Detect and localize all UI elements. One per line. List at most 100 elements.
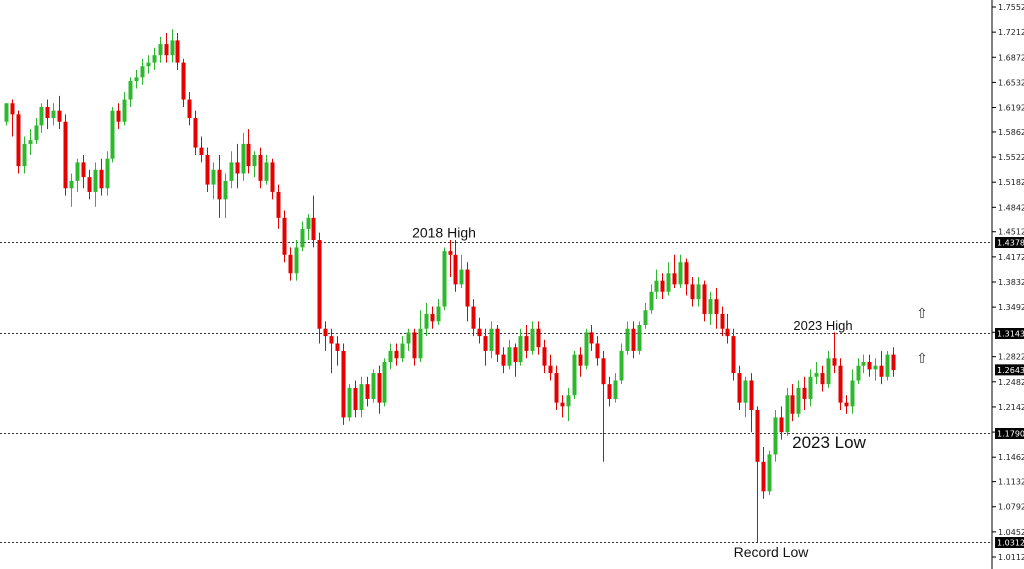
candle-body: [116, 110, 121, 122]
candle-body: [589, 332, 594, 344]
candle-body: [660, 280, 665, 292]
candle-body: [170, 40, 175, 56]
y-tick-label: 1.38320: [998, 278, 1024, 287]
candle-body: [388, 350, 393, 362]
candle-body: [619, 350, 624, 381]
candle-body: [548, 365, 553, 374]
candle-body: [637, 325, 642, 351]
candle-body: [767, 454, 772, 492]
candle-body: [560, 402, 565, 407]
candle-body: [465, 269, 470, 307]
candle-body: [448, 251, 453, 255]
candle-body: [790, 395, 795, 414]
candle-body: [838, 365, 843, 403]
candle-body: [175, 40, 180, 63]
candle-body: [317, 240, 322, 329]
candle-body: [300, 228, 305, 248]
candle-body: [530, 328, 535, 351]
candle-body: [891, 354, 896, 371]
candle-body: [105, 158, 110, 189]
candle-body: [51, 110, 56, 119]
candle-body: [850, 380, 855, 407]
candle-body: [193, 118, 198, 148]
candle-body: [879, 365, 884, 377]
candle-body: [820, 373, 825, 385]
candle-body: [844, 402, 849, 407]
candle-body: [867, 361, 872, 370]
y-tick-label: 1.51820: [998, 178, 1024, 187]
y-tick-label: 1.48420: [998, 203, 1024, 212]
candle-body: [359, 384, 364, 411]
candle-body: [507, 347, 512, 366]
candle-body: [235, 162, 240, 174]
candle-body: [613, 380, 618, 399]
y-tick-label: 1.65320: [998, 78, 1024, 87]
annotation-label: 2023 High: [793, 318, 852, 333]
candle-body: [246, 143, 251, 167]
candle-body: [755, 410, 760, 462]
candle-body: [856, 365, 861, 381]
current-price-box: [995, 364, 1024, 376]
candle-body: [453, 254, 458, 285]
candle-body: [495, 328, 500, 355]
candle-body: [424, 313, 429, 329]
candle-body: [773, 417, 778, 455]
candle-body: [832, 358, 837, 366]
level-lines: [0, 242, 992, 543]
candle-body: [347, 387, 352, 418]
candle-body: [690, 284, 695, 300]
candle-body: [518, 336, 523, 362]
candle-body: [436, 306, 441, 322]
candle-body: [649, 291, 654, 311]
candle-body: [353, 387, 358, 411]
candle-body: [796, 387, 801, 414]
annotations: 2018 High 2023 High 2023 Low Record Low ⇧ ⇧: [412, 225, 928, 561]
candle-body: [418, 328, 423, 359]
candle-body: [861, 361, 866, 366]
candle-body: [684, 262, 689, 285]
candle-body: [140, 66, 145, 78]
candles: [4, 29, 896, 543]
up-arrow-icon: ⇧: [916, 351, 928, 367]
level-label-box: [995, 537, 1024, 548]
y-tick-label: 1.41720: [998, 253, 1024, 262]
y-tick-label: 1.45120: [998, 228, 1024, 237]
candle-body: [483, 336, 488, 351]
candle-body: [288, 254, 293, 274]
candle-body: [311, 217, 316, 241]
candle-body: [584, 332, 589, 366]
candle-body: [406, 332, 411, 344]
candle-body: [63, 121, 68, 189]
candle-body: [554, 373, 559, 403]
candle-body: [306, 217, 311, 229]
candle-body: [625, 328, 630, 351]
candle-body: [93, 169, 98, 192]
candle-body: [513, 347, 518, 362]
candle-body: [211, 169, 216, 185]
candle-body: [714, 299, 719, 314]
candle-body: [672, 273, 677, 285]
level-label-box: [995, 428, 1024, 439]
level-label: 1.03126: [997, 539, 1024, 548]
candle-body: [329, 336, 334, 344]
candle-body: [601, 358, 606, 385]
candle-body: [779, 417, 784, 433]
candle-body: [731, 336, 736, 374]
annotation-label: 2023 Low: [792, 433, 866, 452]
candle-body: [459, 269, 464, 285]
candle-body: [223, 180, 228, 200]
candle-body: [524, 336, 529, 351]
y-tick-label: 1.14620: [998, 453, 1024, 462]
y-tick-label: 1.68720: [998, 53, 1024, 62]
candle-body: [578, 354, 583, 366]
candle-body: [643, 310, 648, 326]
level-label: 1.31435: [997, 330, 1024, 339]
y-tick-label: 1.04520: [998, 528, 1024, 537]
candle-body: [128, 81, 133, 100]
candle-body: [442, 251, 447, 307]
candle-body: [122, 99, 127, 122]
candle-body: [341, 350, 346, 418]
